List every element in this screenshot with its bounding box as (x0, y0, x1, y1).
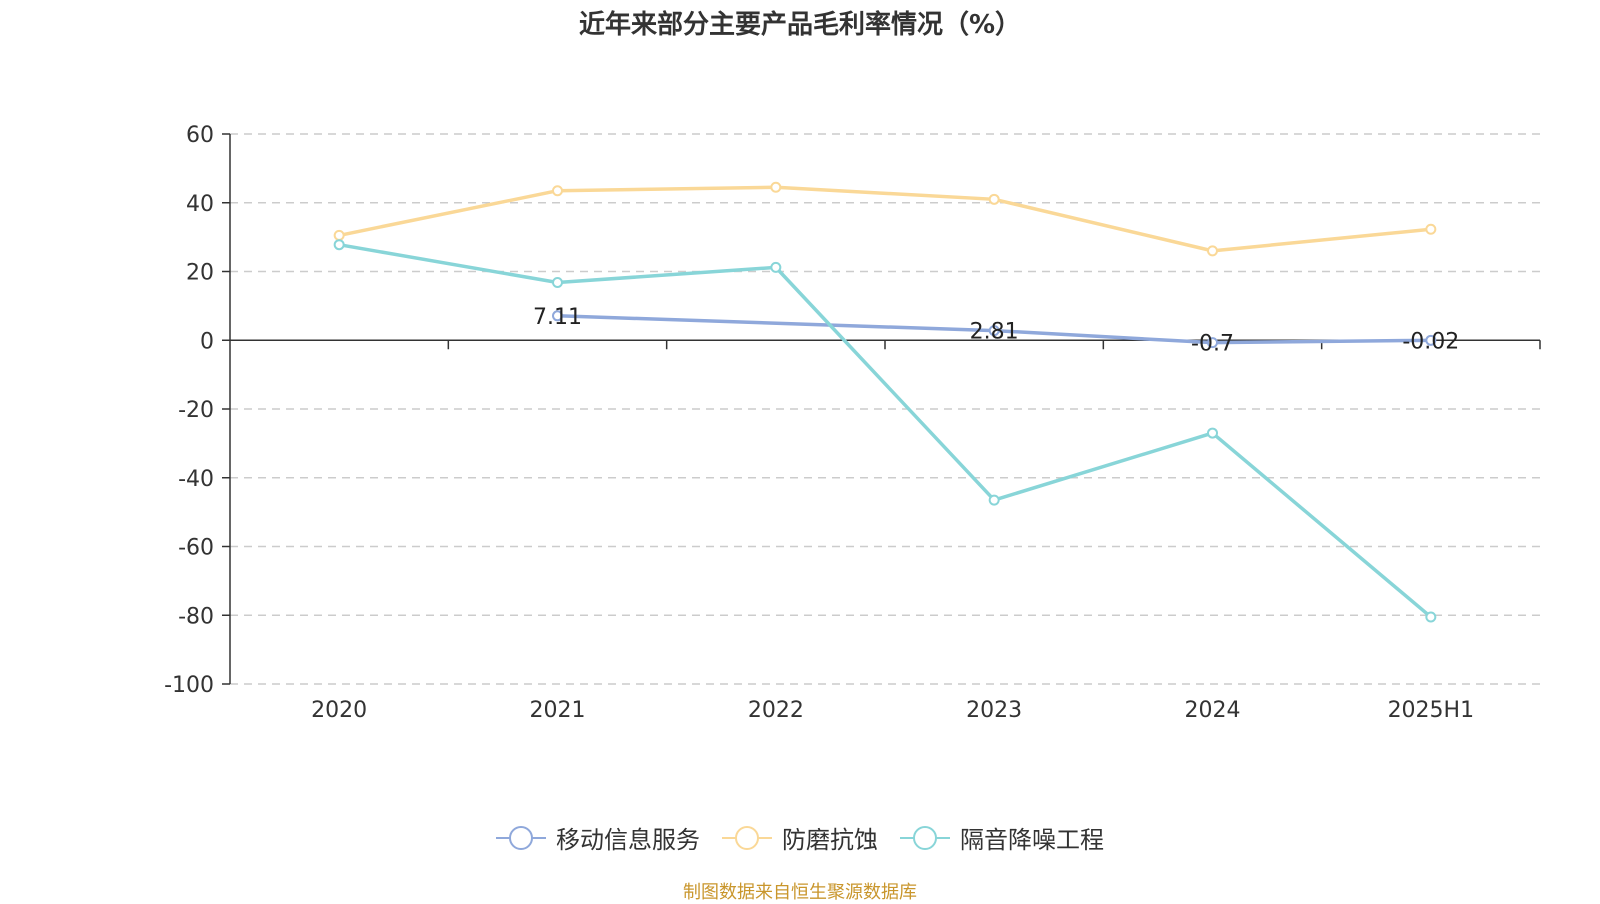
data-point (552, 310, 563, 322)
y-tick-label: -60 (178, 536, 214, 561)
data-label: -0.02 (1402, 329, 1459, 354)
legend-label: 防磨抗蚀 (782, 826, 878, 854)
chart-legend: 移动信息服务 防磨抗蚀 隔音降噪工程 (0, 820, 1600, 855)
legend-item[interactable]: 隔音降噪工程 (900, 820, 1104, 855)
y-tick-label: 60 (186, 123, 214, 148)
data-source-note: 制图数据来自恒生聚源数据库 (683, 882, 917, 903)
y-tick-label: 40 (186, 192, 214, 217)
data-point (1207, 337, 1218, 349)
data-point (988, 494, 1000, 506)
data-point (770, 181, 782, 193)
x-tick-label: 2022 (748, 698, 804, 723)
data-point (988, 193, 1000, 205)
y-tick-label: -80 (178, 604, 214, 629)
data-point (333, 239, 345, 251)
x-tick-label: 2024 (1185, 698, 1241, 723)
data-point (552, 185, 563, 197)
y-tick-label: 0 (200, 329, 214, 354)
y-tick-label: -100 (164, 673, 214, 698)
series-line-1 (338, 185, 1432, 253)
y-tick-label: -20 (178, 398, 214, 423)
line-chart: 60 40 20 0 -20 -40 -60 -80 -100 2020 2021 2022 2023 2… (164, 123, 1541, 723)
legend-label: 隔音降噪工程 (960, 826, 1104, 854)
data-label: -0.7 (1191, 332, 1234, 357)
legend-marker-icon (900, 825, 950, 851)
chart-title: 近年来部分主要产品毛利率情况（%） (578, 10, 1022, 40)
data-point (1207, 427, 1218, 439)
x-tick-label: 2021 (530, 698, 586, 723)
data-point (988, 325, 1000, 337)
data-point (1425, 334, 1437, 346)
legend-marker-icon (496, 825, 546, 851)
data-label: 7.11 (533, 305, 582, 330)
x-tick-label: 2023 (966, 698, 1022, 723)
legend-item[interactable]: 防磨抗蚀 (722, 820, 878, 855)
data-point (333, 229, 345, 241)
data-point (1207, 245, 1218, 257)
data-point (1425, 611, 1437, 623)
data-point (1425, 223, 1437, 235)
x-tick-label: 2020 (311, 698, 367, 723)
y-tick-label: -40 (178, 467, 214, 492)
legend-item[interactable]: 移动信息服务 (496, 820, 700, 855)
y-tick-label: 20 (186, 261, 214, 286)
legend-marker-icon (722, 825, 772, 851)
series-line-0 (557, 314, 1431, 345)
legend-label: 移动信息服务 (556, 826, 700, 854)
data-point (770, 261, 782, 273)
data-label: 2.81 (970, 320, 1019, 345)
series-line-2 (338, 242, 1432, 619)
x-tick-label: 2025H1 (1388, 698, 1475, 723)
data-point (552, 277, 563, 288)
